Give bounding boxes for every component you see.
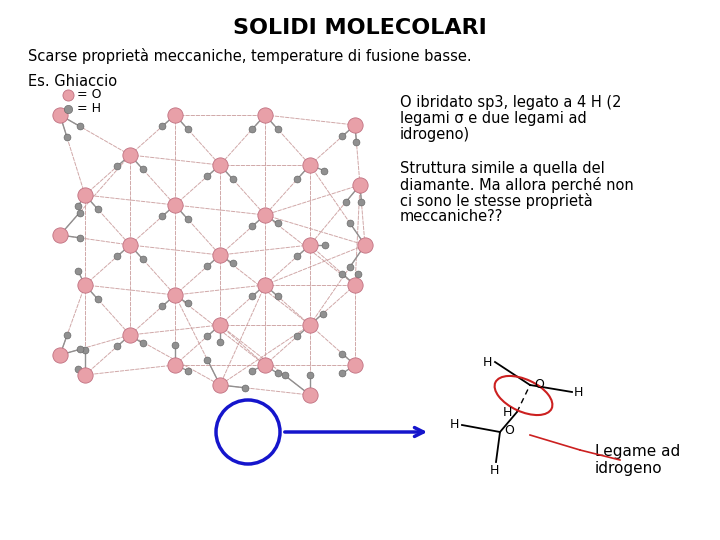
Text: H: H	[490, 463, 500, 476]
Text: = H: = H	[77, 103, 101, 116]
Text: legami σ e due legami ad: legami σ e due legami ad	[400, 111, 587, 126]
FancyArrowPatch shape	[285, 428, 423, 436]
Text: diamante. Ma allora perché non: diamante. Ma allora perché non	[400, 177, 634, 193]
Text: Legame ad
idrogeno: Legame ad idrogeno	[595, 444, 680, 476]
Text: meccaniche??: meccaniche??	[400, 209, 503, 224]
Text: = O: = O	[77, 89, 102, 102]
Text: O: O	[504, 424, 514, 437]
Text: H: H	[450, 418, 459, 431]
Text: ci sono le stesse proprietà: ci sono le stesse proprietà	[400, 193, 593, 209]
Text: O ibridato sp3, legato a 4 H (2: O ibridato sp3, legato a 4 H (2	[400, 95, 621, 110]
Text: H: H	[503, 406, 513, 419]
Text: Scarse proprietà meccaniche, temperature di fusione basse.: Scarse proprietà meccaniche, temperature…	[28, 48, 472, 64]
Text: Struttura simile a quella del: Struttura simile a quella del	[400, 161, 605, 176]
Text: H: H	[483, 355, 492, 368]
Text: idrogeno): idrogeno)	[400, 127, 470, 142]
Text: SOLIDI MOLECOLARI: SOLIDI MOLECOLARI	[233, 18, 487, 38]
Text: Es. Ghiaccio: Es. Ghiaccio	[28, 74, 117, 89]
Text: H: H	[574, 386, 583, 399]
Text: O: O	[534, 377, 544, 390]
